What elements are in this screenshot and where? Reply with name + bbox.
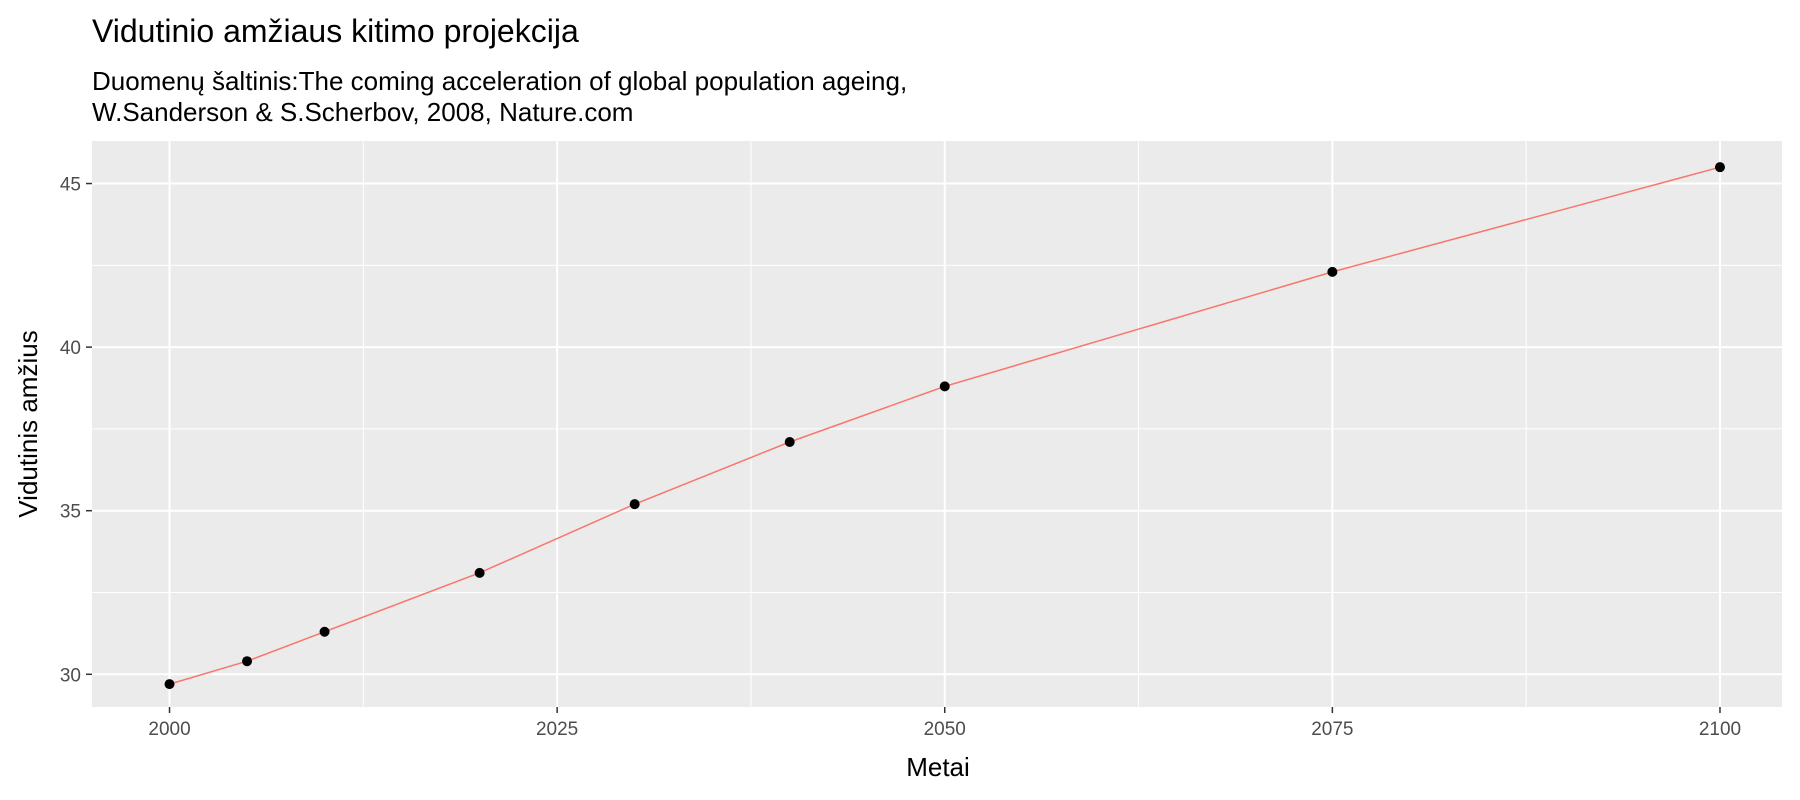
x-tick-label-2100: 2100 — [1699, 719, 1741, 740]
data-point-2050 — [939, 381, 950, 392]
y-tick-label-35: 35 — [60, 502, 81, 523]
data-point-2010 — [319, 626, 330, 637]
y-tick-label-30: 30 — [60, 665, 81, 686]
data-point-2075 — [1327, 266, 1338, 277]
data-point-2000 — [164, 679, 175, 690]
chart-subtitle-line-1: Duomenų šaltinis:The coming acceleration… — [92, 66, 907, 96]
grid-major — [92, 141, 1782, 707]
data-point-2100 — [1714, 162, 1725, 173]
y-tick-label-40: 40 — [60, 338, 81, 359]
data-point-2030 — [629, 499, 640, 510]
plot-panel — [92, 141, 1782, 707]
grid-minor — [92, 141, 1782, 707]
data-point-2005 — [242, 656, 253, 667]
data-point-2040 — [784, 436, 795, 447]
chart-title: Vidutinio amžiaus kitimo projekcija — [92, 13, 579, 49]
x-axis-title: Metai — [906, 752, 970, 782]
x-axis: 2000 2025 2050 2075 2100 — [148, 707, 1741, 740]
data-point-2020 — [474, 567, 485, 578]
x-tick-label-2075: 2075 — [1311, 719, 1353, 740]
y-tick-label-45: 45 — [60, 175, 81, 196]
chart-subtitle-line-2: W.Sanderson & S.Scherbov, 2008, Nature.c… — [92, 97, 633, 127]
x-tick-label-2050: 2050 — [924, 719, 966, 740]
y-axis-title: Vidutinis amžius — [13, 330, 43, 517]
x-tick-label-2025: 2025 — [536, 719, 578, 740]
x-tick-label-2000: 2000 — [148, 719, 190, 740]
data-points — [164, 162, 1725, 690]
y-axis: 30 35 40 45 — [60, 175, 92, 686]
